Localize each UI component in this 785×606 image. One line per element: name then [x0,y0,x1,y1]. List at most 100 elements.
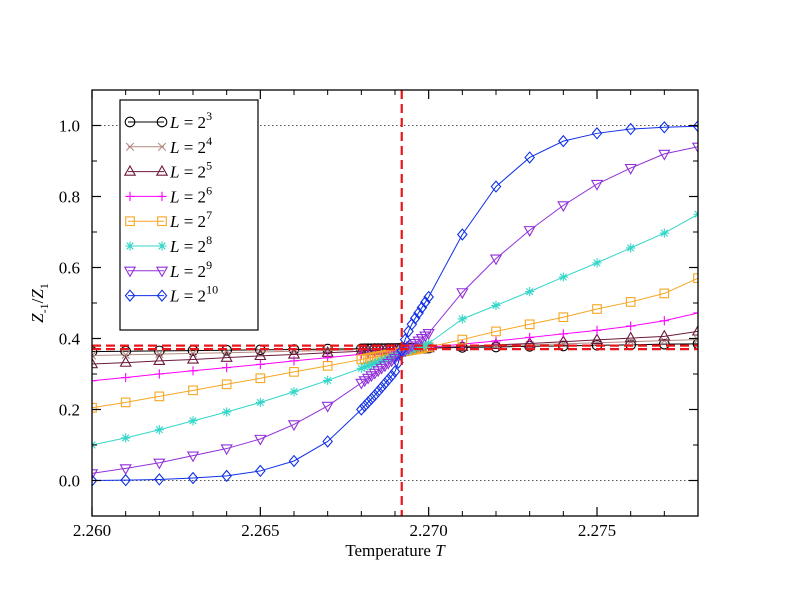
data-point [693,273,698,284]
x-axis-label-text: Temperature [345,541,435,560]
legend-marker-left [124,116,136,128]
legend-entry: L = 27 [125,208,212,231]
data-point [188,385,198,396]
legend-label-base: = 2 [179,212,206,231]
data-point [626,243,636,253]
data-point [379,377,391,390]
legend: L = 23L = 24L = 25L = 26L = 27L = 28L = … [119,99,259,331]
legend-label-var: L [169,113,179,132]
legend-label: L = 29 [169,258,212,281]
legend-label: L = 27 [169,208,212,231]
data-point [592,304,602,314]
data-point [186,352,200,364]
data-point [289,356,299,366]
legend-marker-left [125,241,135,251]
x-tick-label: 2.275 [578,521,616,540]
data-point [322,360,333,371]
legend-marker-left [123,266,137,278]
data-point [659,288,670,299]
data-point [557,201,570,213]
data-point [489,338,503,350]
y-label-numerator-sub: -1 [37,303,51,313]
data-point [658,149,671,161]
x-tick-label: 2.260 [73,521,111,540]
data-point [360,362,370,372]
data-point [423,290,434,304]
legend-label-exponent: 5 [206,159,212,173]
data-point [121,372,131,383]
y-label-denominator: Z [28,289,47,299]
data-point [659,228,669,238]
data-point [287,420,301,432]
y-label-separator: / [28,298,47,303]
legend-marker-right [157,241,167,251]
data-point [624,331,637,343]
data-point [525,332,535,343]
data-point [557,334,570,346]
data-point [323,353,333,363]
data-point [591,127,603,140]
legend-label-var: L [169,138,179,157]
data-point [491,336,501,346]
data-point [186,451,200,463]
data-point [659,316,669,326]
legend-marker-left [123,164,137,176]
data-point [457,334,468,345]
data-point [416,301,428,314]
data-point [525,287,535,297]
data-point [92,346,98,357]
data-point [220,444,233,456]
data-point [457,228,468,241]
data-point [92,357,99,369]
data-point [366,359,377,370]
data-point [92,474,98,487]
legend-label-base: = 2 [179,262,206,281]
data-point [457,314,467,324]
data-point [376,356,387,366]
data-point [592,325,602,335]
legend-box [119,99,259,331]
data-point [255,464,266,478]
data-point [154,391,165,402]
data-point [323,375,333,385]
data-point [456,288,469,300]
data-point [321,401,334,413]
legend-entry: L = 29 [123,258,212,281]
legend-marker-right [157,216,167,227]
legend-label-base: = 2 [179,187,206,206]
y-tick-label: 0.2 [59,401,80,420]
legend-marker-right [156,116,168,128]
data-point [409,312,421,325]
legend-entry: L = 210 [124,283,218,306]
data-point [153,354,166,366]
data-point [322,435,333,448]
data-point [366,392,377,406]
legend-label: L = 24 [169,134,212,157]
data-point [120,397,131,408]
x-axis-label-var: T [435,541,446,560]
legend-entry: L = 26 [125,183,212,206]
legend-label-var: L [169,287,179,306]
data-point [92,376,97,386]
data-point [625,297,636,307]
data-point [187,471,199,485]
data-point [220,350,233,362]
data-point [659,121,670,134]
legend-label-exponent: 9 [206,258,212,272]
data-point [419,296,431,309]
data-point [92,402,97,413]
data-point [221,469,232,483]
x-axis-label: Temperature T [345,541,446,560]
data-point [382,373,394,386]
series-line-9 [92,146,698,474]
legend-label: L = 210 [169,283,218,306]
data-point [624,163,637,175]
legend-label-base: = 2 [179,287,206,306]
data-point [254,434,267,446]
data-point [119,464,132,476]
data-point [222,363,232,373]
data-point [691,142,698,154]
data-point [413,306,424,320]
legend-marker-right [157,142,167,151]
data-point [523,226,536,237]
